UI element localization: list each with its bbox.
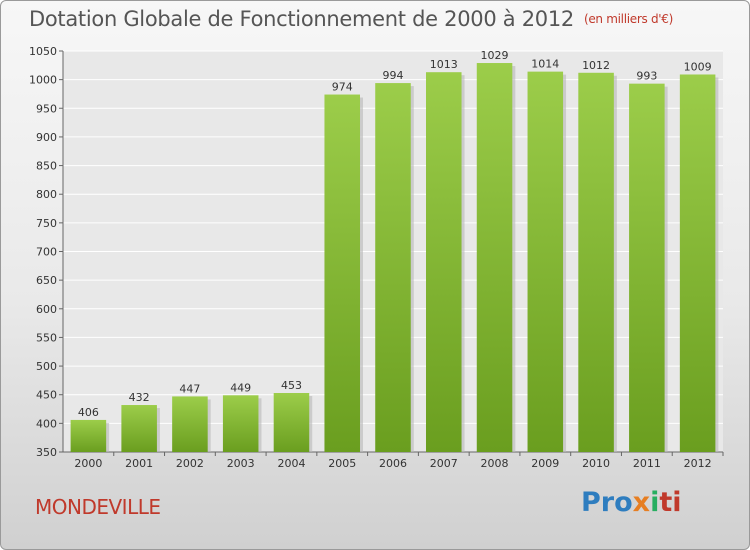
bar <box>426 72 462 453</box>
bar <box>527 71 564 452</box>
y-tick-label: 950 <box>36 102 57 115</box>
y-tick-label: 1050 <box>29 45 57 58</box>
x-tick-label: 2006 <box>379 457 407 470</box>
x-tick-label: 2012 <box>684 457 712 470</box>
data-label: 994 <box>383 69 404 82</box>
x-tick-label: 2008 <box>481 457 509 470</box>
data-label: 1009 <box>684 60 712 73</box>
y-tick-label: 1000 <box>29 74 57 87</box>
bar <box>70 419 107 452</box>
y-tick-label: 500 <box>36 360 57 373</box>
bar <box>222 395 259 452</box>
x-tick-label: 2000 <box>74 457 102 470</box>
data-label: 1013 <box>430 58 458 71</box>
bar <box>629 83 665 452</box>
y-tick-label: 850 <box>36 160 57 173</box>
data-label: 453 <box>281 379 302 392</box>
bar <box>578 72 614 453</box>
proxiti-logo: Proxiti <box>581 487 682 518</box>
y-tick-label: 600 <box>36 303 57 316</box>
data-label: 447 <box>179 382 200 395</box>
x-tick-label: 2003 <box>227 457 255 470</box>
x-tick-label: 2009 <box>531 457 559 470</box>
bar <box>273 392 310 452</box>
data-label: 406 <box>78 406 99 419</box>
y-tick-label: 750 <box>36 217 57 230</box>
chart-title: Dotation Globale de Fonctionnement de 20… <box>29 7 673 31</box>
y-tick-label: 350 <box>36 446 57 459</box>
y-tick-label: 900 <box>36 131 57 144</box>
y-tick-label: 450 <box>36 389 57 402</box>
data-label: 449 <box>230 381 251 394</box>
bar <box>121 405 157 452</box>
bar <box>476 63 513 452</box>
data-label: 1014 <box>531 58 559 71</box>
chart-subtitle: (en milliers d'€) <box>583 12 673 26</box>
x-tick-label: 2002 <box>176 457 204 470</box>
x-tick-label: 2010 <box>582 457 610 470</box>
bar <box>375 83 411 452</box>
bar <box>172 396 208 452</box>
y-tick-label: 550 <box>36 331 57 344</box>
y-tick-label: 800 <box>36 188 57 201</box>
x-tick-label: 2004 <box>277 457 305 470</box>
y-tick-label: 400 <box>36 417 57 430</box>
data-label: 993 <box>636 70 657 83</box>
y-tick-label: 650 <box>36 274 57 287</box>
y-tick-label: 700 <box>36 246 57 259</box>
bar <box>324 94 360 452</box>
x-tick-label: 2007 <box>430 457 458 470</box>
data-label: 432 <box>129 391 150 404</box>
commune-name: MONDEVILLE <box>35 495 161 519</box>
x-tick-label: 2011 <box>633 457 661 470</box>
x-tick-label: 2005 <box>328 457 356 470</box>
bar <box>679 74 716 452</box>
data-label: 974 <box>332 81 353 94</box>
data-label: 1012 <box>582 59 610 72</box>
data-label: 1029 <box>481 49 509 62</box>
x-tick-label: 2001 <box>125 457 153 470</box>
